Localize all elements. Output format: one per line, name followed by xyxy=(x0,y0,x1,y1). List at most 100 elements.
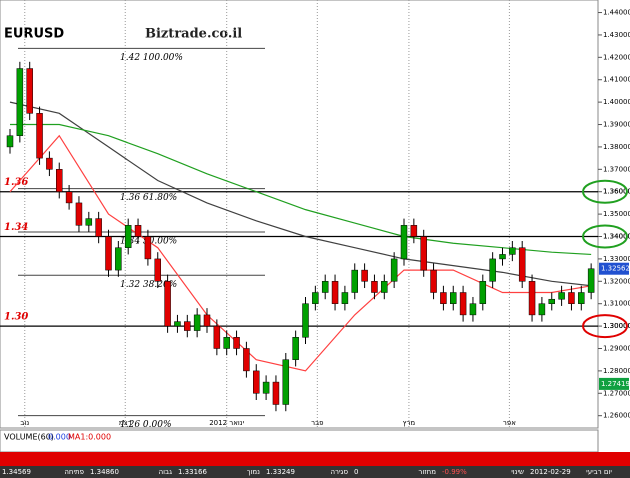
candle-body xyxy=(528,281,536,316)
status-label: גבוה xyxy=(159,468,173,476)
status-strip xyxy=(0,452,630,466)
status-label: שינוי xyxy=(511,468,524,476)
candle-body xyxy=(489,258,496,282)
fib-label: 1.32 38.20% xyxy=(120,280,177,290)
status-label: יום רביעי xyxy=(586,468,612,476)
price-marker xyxy=(599,262,629,275)
candle-body xyxy=(262,381,270,394)
candle-body xyxy=(134,225,142,237)
candle-body xyxy=(124,225,132,248)
level-axis-label: 1.30000 xyxy=(603,322,630,330)
candle-body xyxy=(184,321,191,331)
x-tick-label: דצמ xyxy=(119,419,132,427)
candle-body xyxy=(46,157,53,170)
y-tick-label: 1.27000 xyxy=(603,389,630,397)
status-value: 2012-02-29 xyxy=(530,468,571,476)
y-tick-label: 1.40000 xyxy=(603,98,630,106)
candle-body xyxy=(26,68,33,114)
candle-body xyxy=(193,314,201,331)
y-tick-label: 1.32000 xyxy=(603,277,630,285)
candle-body xyxy=(587,268,595,293)
candle-body xyxy=(164,281,171,327)
fib-label: 1.26 0.00% xyxy=(120,420,172,430)
candle-body xyxy=(282,359,290,405)
candle-body xyxy=(351,269,358,293)
moving-average xyxy=(9,134,592,372)
x-tick-label: מרץ xyxy=(403,419,416,427)
candle-body xyxy=(174,321,181,327)
candle-body xyxy=(469,303,477,316)
candle-body xyxy=(341,292,349,304)
candle-body xyxy=(568,292,575,304)
y-tick-label: 1.36000 xyxy=(603,188,630,196)
status-bar xyxy=(0,466,630,478)
candle-body xyxy=(154,258,161,282)
candle-body xyxy=(321,281,329,293)
y-tick-label: 1.42000 xyxy=(603,53,630,61)
status-value: 1.34569 xyxy=(2,468,31,476)
level-label: 1.34 xyxy=(4,222,28,233)
candle-body xyxy=(213,325,221,349)
candle-body xyxy=(223,337,230,349)
volume-title: VOLUME(60) xyxy=(4,433,54,442)
y-tick-label: 1.30000 xyxy=(603,322,630,330)
volume-value: 0.000 xyxy=(48,433,71,442)
price-marker-label: 1.27419 xyxy=(601,380,630,388)
y-tick-label: 1.28000 xyxy=(603,367,630,375)
status-value: -0.99% xyxy=(442,468,467,476)
candle-body xyxy=(440,292,447,304)
candle-body xyxy=(450,292,457,304)
y-tick-label: 1.41000 xyxy=(603,76,630,84)
candle-body xyxy=(292,337,299,360)
candle-body xyxy=(400,225,408,260)
candle-body xyxy=(75,202,83,226)
candle-body xyxy=(6,135,14,148)
candle-body xyxy=(361,269,368,282)
price-marker-label: 1.32562 xyxy=(601,265,630,273)
level-label: 1.36 xyxy=(4,177,28,188)
y-tick-label: 1.34000 xyxy=(603,233,630,241)
level-circle xyxy=(582,224,628,249)
candle-body xyxy=(410,225,418,237)
y-tick-label: 1.29000 xyxy=(603,344,630,352)
x-tick-label: ינואר 2012 xyxy=(209,419,244,427)
candle-body xyxy=(115,247,122,271)
plot-frame xyxy=(0,0,599,429)
status-value: 0 xyxy=(354,468,358,476)
x-tick-label: אפר xyxy=(503,419,516,427)
y-tick-label: 1.37000 xyxy=(603,165,630,173)
level-label: 1.30 xyxy=(4,312,28,323)
moving-average xyxy=(9,101,592,287)
candle-body xyxy=(253,370,260,394)
candle-body xyxy=(390,258,398,282)
candle-body xyxy=(420,236,427,271)
y-tick-label: 1.31000 xyxy=(603,300,630,308)
status-label: פתיחה xyxy=(64,468,84,476)
level-circle xyxy=(582,179,628,204)
level-axis-label: 1.36000 xyxy=(603,188,630,196)
candle-body xyxy=(144,236,152,260)
candle-body xyxy=(272,381,280,405)
y-tick-label: 1.38000 xyxy=(603,143,630,151)
candle-body xyxy=(105,236,112,271)
candle-body xyxy=(36,113,43,159)
candle-body xyxy=(578,292,585,304)
candle-body xyxy=(312,292,319,304)
volume-ma: MA1:0.000 xyxy=(68,433,111,442)
candle-body xyxy=(479,281,487,304)
x-tick-label: נוב xyxy=(20,419,29,427)
candle-body xyxy=(430,269,437,293)
fib-label: 1.42 100.00% xyxy=(120,53,183,63)
candle-body xyxy=(538,303,546,316)
status-value: 1.33166 xyxy=(178,468,207,476)
candle-body xyxy=(518,247,526,282)
status-value: 1.34860 xyxy=(90,468,119,476)
y-tick-label: 1.35000 xyxy=(603,210,630,218)
fib-label: 1.36 61.80% xyxy=(120,193,177,203)
status-label: סגירה xyxy=(330,468,348,476)
candle-body xyxy=(233,337,240,349)
y-tick-label: 1.43000 xyxy=(603,31,630,39)
price-marker xyxy=(599,377,629,390)
